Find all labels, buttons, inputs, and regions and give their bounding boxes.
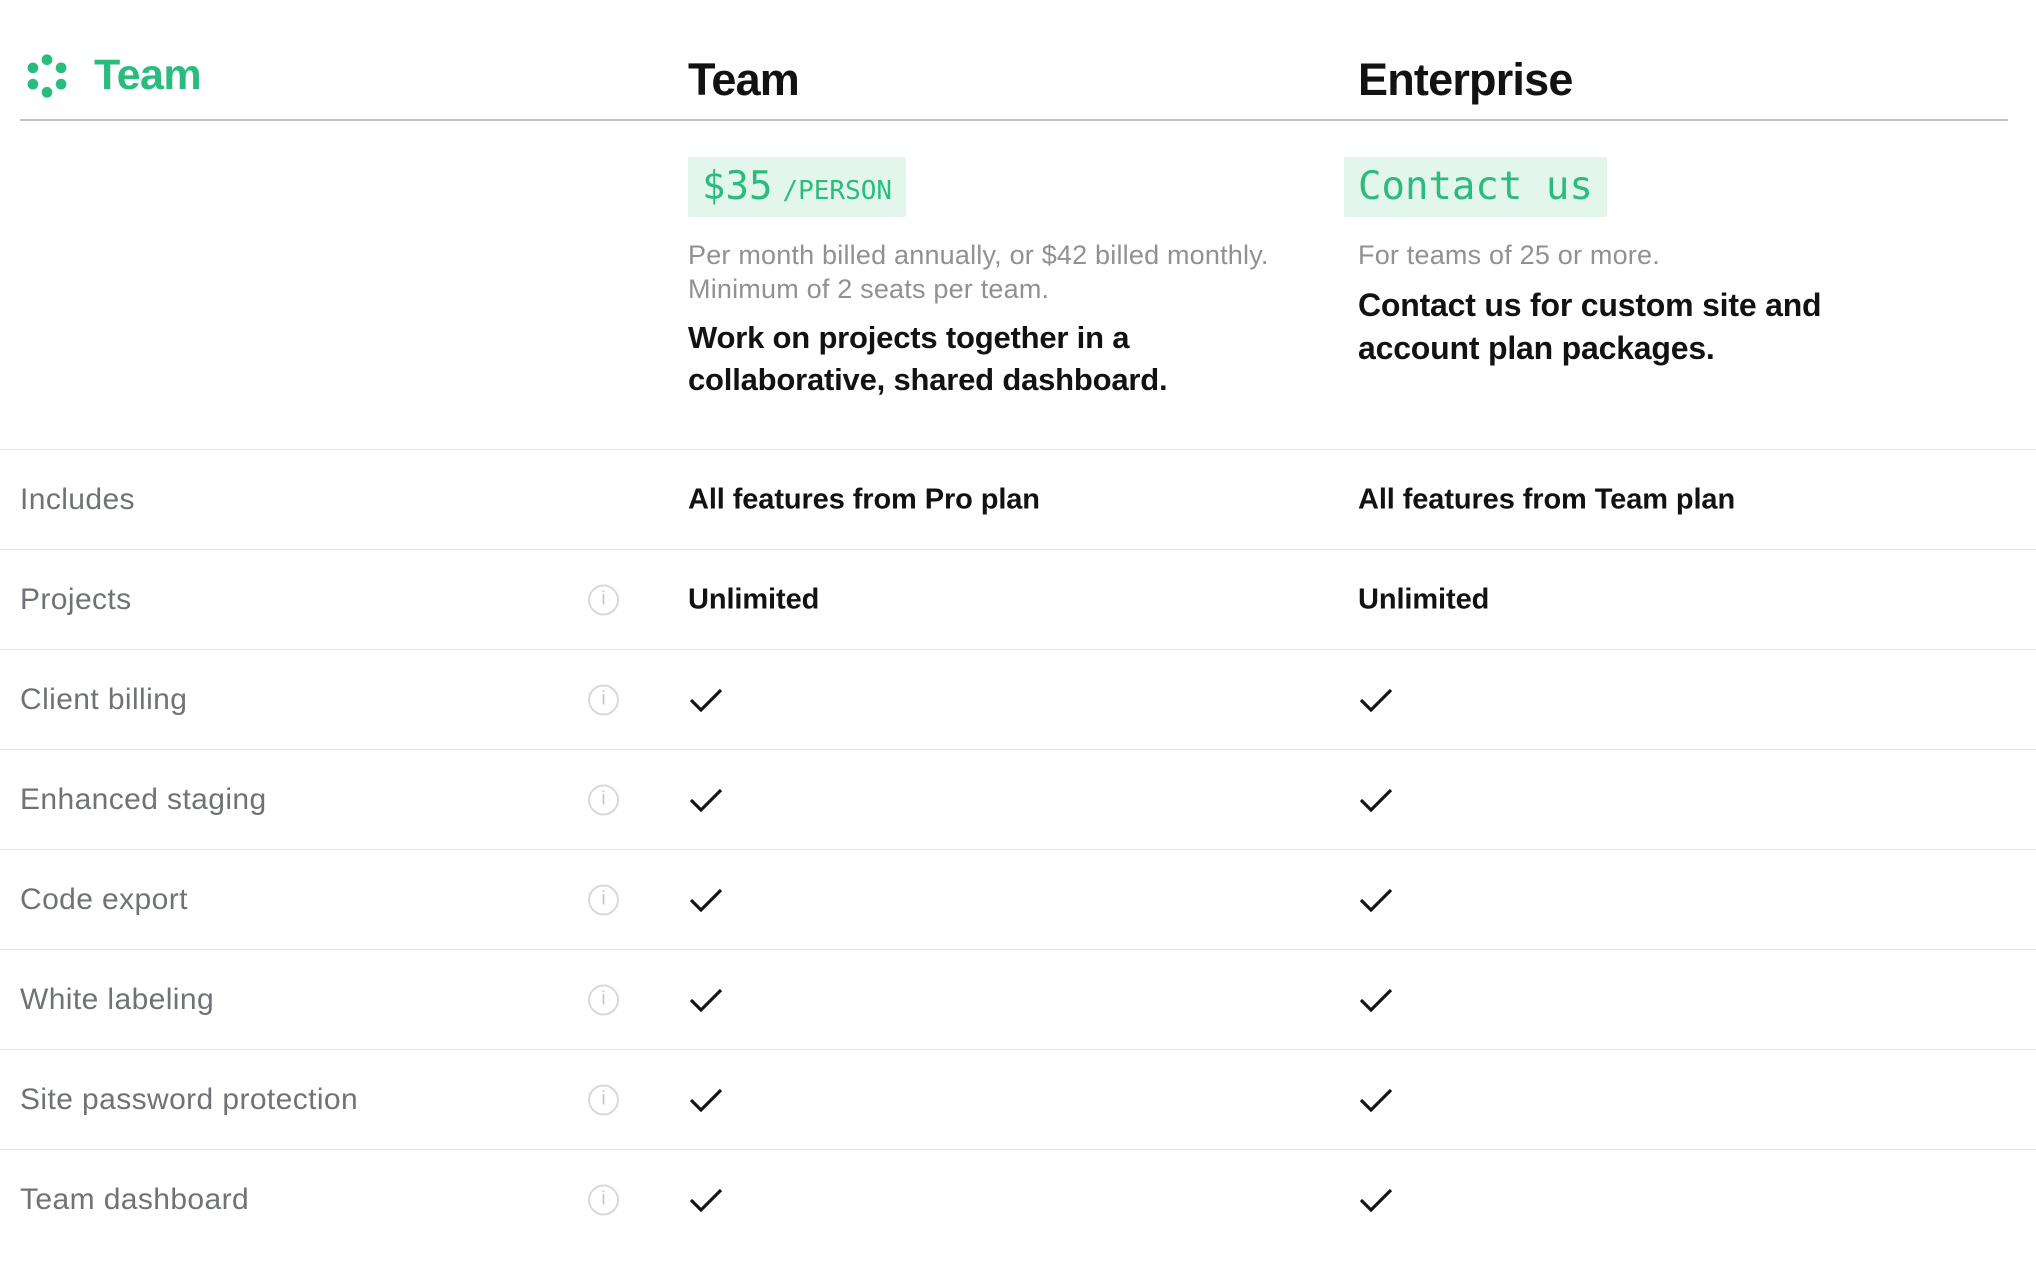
check-icon xyxy=(1358,686,1394,714)
header-divider xyxy=(20,119,2008,121)
table-row-code-export: Code export i xyxy=(0,849,2036,949)
team-price: $35 xyxy=(702,164,773,209)
check-icon xyxy=(688,786,724,814)
check-icon xyxy=(1358,1086,1394,1114)
enterprise-cell-includes: All features from Team plan xyxy=(1358,483,1736,515)
check-icon xyxy=(1358,786,1394,814)
row-label: Includes xyxy=(20,482,135,516)
check-icon xyxy=(1358,986,1394,1014)
team-cell-includes: All features from Pro plan xyxy=(688,483,1040,515)
check-icon xyxy=(1358,886,1394,914)
table-row-includes: Includes All features from Pro plan All … xyxy=(0,449,2036,549)
check-icon xyxy=(688,986,724,1014)
table-row-projects: Projects i Unlimited Unlimited xyxy=(0,549,2036,649)
feature-table: Includes All features from Pro plan All … xyxy=(0,449,2036,1249)
table-row-site-password-protection: Site password protection i xyxy=(0,1049,2036,1149)
enterprise-contact-badge[interactable]: Contact us xyxy=(1344,157,1607,217)
info-icon[interactable]: i xyxy=(588,784,619,815)
table-row-enhanced-staging: Enhanced staging i xyxy=(0,749,2036,849)
info-icon[interactable]: i xyxy=(588,984,619,1015)
check-icon xyxy=(1358,1186,1394,1214)
info-icon[interactable]: i xyxy=(588,1184,619,1215)
column-header-team: Team xyxy=(688,54,800,105)
column-header-enterprise: Enterprise xyxy=(1358,54,1573,105)
row-label: Projects xyxy=(20,582,132,616)
team-cell-projects: Unlimited xyxy=(688,583,820,615)
info-icon[interactable]: i xyxy=(588,584,619,615)
team-description: Work on projects together in a collabora… xyxy=(688,320,1168,397)
check-icon xyxy=(688,886,724,914)
info-icon[interactable]: i xyxy=(588,884,619,915)
table-row-client-billing: Client billing i xyxy=(0,649,2036,749)
team-price-unit: /PERSON xyxy=(782,176,893,206)
check-icon xyxy=(688,1086,724,1114)
check-icon xyxy=(688,1186,724,1214)
info-icon[interactable]: i xyxy=(588,684,619,715)
plan-logo-label: Team xyxy=(94,51,202,99)
row-label: Client billing xyxy=(20,682,188,716)
dots-circle-icon xyxy=(24,53,70,99)
row-label: Site password protection xyxy=(20,1082,359,1116)
team-price-note: Per month billed annually, or $42 billed… xyxy=(688,240,1269,304)
info-icon[interactable]: i xyxy=(588,1084,619,1115)
enterprise-price[interactable]: Contact us xyxy=(1358,164,1593,209)
table-row-team-dashboard: Team dashboard i xyxy=(0,1149,2036,1249)
enterprise-price-note: For teams of 25 or more. xyxy=(1358,240,1660,270)
row-label: White labeling xyxy=(20,982,215,1016)
row-label: Enhanced staging xyxy=(20,782,267,816)
team-price-badge: $35 /PERSON xyxy=(688,157,907,217)
enterprise-description: Contact us for custom site and account p… xyxy=(1358,287,1822,366)
table-row-white-labeling: White labeling i xyxy=(0,949,2036,1049)
check-icon xyxy=(688,686,724,714)
enterprise-cell-projects: Unlimited xyxy=(1358,583,1490,615)
row-label: Code export xyxy=(20,882,188,916)
row-label: Team dashboard xyxy=(20,1182,250,1216)
plan-logo: Team xyxy=(24,51,202,100)
